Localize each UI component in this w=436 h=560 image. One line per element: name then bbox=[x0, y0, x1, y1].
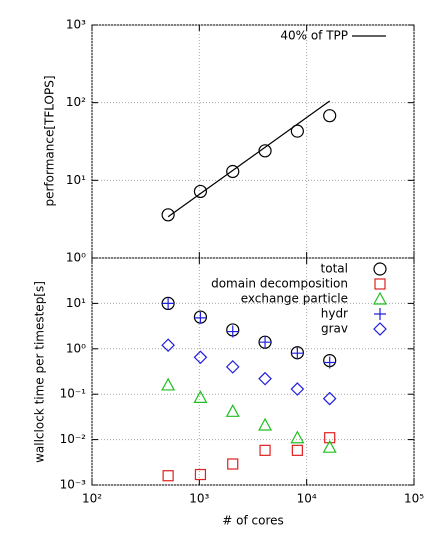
marker-square bbox=[162, 470, 174, 482]
x-axis-title: # of cores bbox=[222, 514, 284, 528]
y-tick-label: 10³ bbox=[66, 18, 86, 32]
y-tick-label: 10¹ bbox=[66, 296, 86, 310]
x-tick-label: 10² bbox=[82, 492, 102, 506]
marker-plus bbox=[194, 311, 207, 324]
legend-label: hydr bbox=[321, 307, 348, 321]
x-tick-label: 10³ bbox=[189, 492, 209, 506]
legend-label: total bbox=[321, 262, 348, 276]
y-axis-title: wallclock time per timestep[s] bbox=[33, 281, 47, 463]
x-tick-label: 10⁵ bbox=[404, 492, 424, 506]
marker-triangle bbox=[290, 430, 305, 444]
marker-diamond bbox=[225, 360, 240, 374]
x-tick-label: 10⁴ bbox=[297, 492, 317, 506]
y-tick-label: 10¹ bbox=[66, 173, 86, 187]
marker-diamond bbox=[322, 391, 337, 406]
model-line bbox=[167, 100, 331, 218]
marker-circle bbox=[193, 184, 208, 199]
y-tick-label: 10⁻¹ bbox=[60, 387, 87, 401]
marker-circle bbox=[226, 164, 240, 179]
marker-plus bbox=[323, 356, 336, 369]
marker-square bbox=[259, 444, 271, 456]
marker-triangle bbox=[161, 377, 176, 391]
marker-plus bbox=[162, 297, 175, 310]
legend-label: exchange particle bbox=[241, 292, 348, 306]
legend-label: domain decomposition bbox=[211, 277, 348, 291]
y-tick-label: 10⁰ bbox=[66, 341, 86, 355]
marker-plus bbox=[291, 347, 304, 360]
legend-label: grav bbox=[321, 322, 348, 336]
marker-plus bbox=[374, 308, 386, 320]
marker-square bbox=[324, 432, 336, 444]
top-frame bbox=[91, 24, 415, 259]
marker-square bbox=[374, 278, 386, 290]
marker-circle bbox=[161, 208, 175, 222]
legend-label: 40% of TPP bbox=[280, 29, 348, 43]
y-tick-label: 10⁻³ bbox=[60, 478, 87, 492]
marker-triangle bbox=[322, 439, 337, 453]
marker-diamond bbox=[290, 382, 305, 396]
marker-triangle bbox=[193, 390, 208, 404]
y-tick-label: 10⁻² bbox=[60, 432, 87, 446]
bottom-frame bbox=[91, 257, 415, 486]
marker-square bbox=[194, 468, 207, 481]
marker-circle bbox=[323, 109, 337, 123]
y-axis-title: performance[TFLOPS] bbox=[43, 75, 57, 206]
marker-triangle bbox=[372, 291, 388, 305]
marker-circle bbox=[290, 124, 304, 138]
y-tick-label: 10² bbox=[66, 95, 86, 109]
marker-triangle bbox=[258, 417, 273, 431]
marker-square bbox=[291, 444, 303, 456]
marker-diamond bbox=[161, 338, 175, 353]
marker-triangle bbox=[225, 404, 240, 417]
marker-diamond bbox=[373, 322, 387, 336]
marker-plus bbox=[259, 336, 272, 349]
marker-circle bbox=[258, 144, 272, 158]
marker-diamond bbox=[258, 371, 272, 386]
marker-square bbox=[227, 458, 239, 470]
marker-circle bbox=[373, 262, 387, 276]
y-tick-label: 10⁰ bbox=[66, 251, 86, 265]
marker-plus bbox=[226, 325, 239, 338]
marker-diamond bbox=[193, 350, 208, 365]
